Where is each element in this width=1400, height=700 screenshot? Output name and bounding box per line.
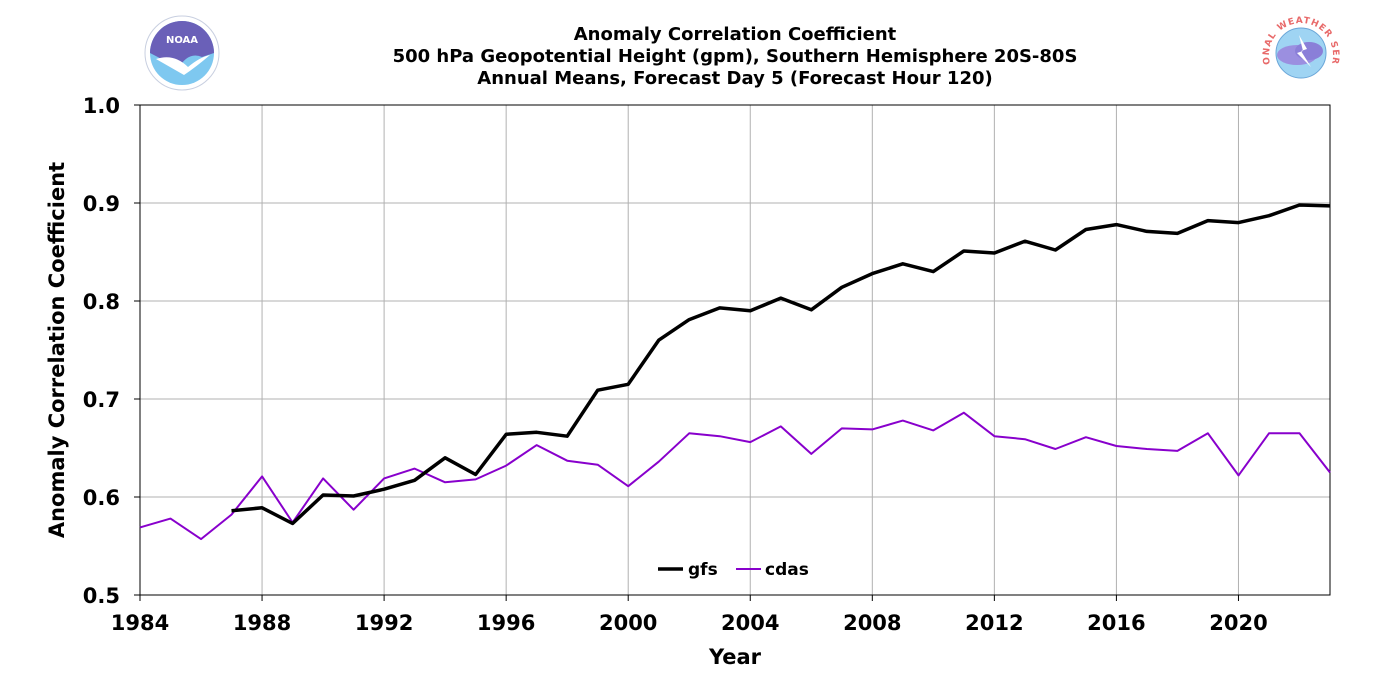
legend: gfs cdas <box>658 560 809 580</box>
x-tick-label: 2008 <box>843 611 901 635</box>
y-tick-label: 0.8 <box>83 290 120 314</box>
y-tick-label: 0.6 <box>83 486 120 510</box>
x-tick-label: 1988 <box>233 611 291 635</box>
x-tick-label: 2016 <box>1087 611 1145 635</box>
grid-lines <box>139 104 1330 596</box>
chart-title-line-3: Annual Means, Forecast Day 5 (Forecast H… <box>477 68 992 89</box>
series-lines <box>139 203 1331 541</box>
series-line-cdas <box>139 411 1331 541</box>
x-tick-label: 1996 <box>477 611 535 635</box>
chart-title-line-1: Anomaly Correlation Coefficient <box>574 24 897 45</box>
y-axis-label: Anomaly Correlation Coefficient <box>45 162 69 538</box>
y-tick-label: 0.7 <box>83 388 120 412</box>
x-tick-label: 2000 <box>599 611 657 635</box>
noaa-logo-text: NOAA <box>166 35 198 46</box>
nws-logo-icon: NATIONAL WEATHER SERVICE <box>1262 16 1339 90</box>
x-tick-label: 2004 <box>721 611 779 635</box>
legend-cdas-label: cdas <box>765 560 809 580</box>
x-tick-label: 1984 <box>111 611 169 635</box>
plot-area-frame <box>139 104 1331 596</box>
noaa-logo-icon: NOAA <box>144 15 220 91</box>
legend-gfs-label: gfs <box>688 560 718 580</box>
chart-title-line-2: 500 hPa Geopotential Height (gpm), South… <box>393 46 1078 67</box>
x-tick-label: 2012 <box>965 611 1023 635</box>
y-tick-label: 0.9 <box>83 192 120 216</box>
y-tick-label: 1.0 <box>83 94 120 118</box>
x-tick-label: 2020 <box>1209 611 1267 635</box>
series-line-gfs <box>231 203 1331 526</box>
axis-ticks: 1984 1988 1992 1996 2000 2004 2008 2012 2016 2020… <box>83 94 1268 635</box>
y-tick-label: 0.5 <box>83 584 120 608</box>
x-axis-label: Year <box>708 645 762 669</box>
x-tick-label: 1992 <box>355 611 413 635</box>
